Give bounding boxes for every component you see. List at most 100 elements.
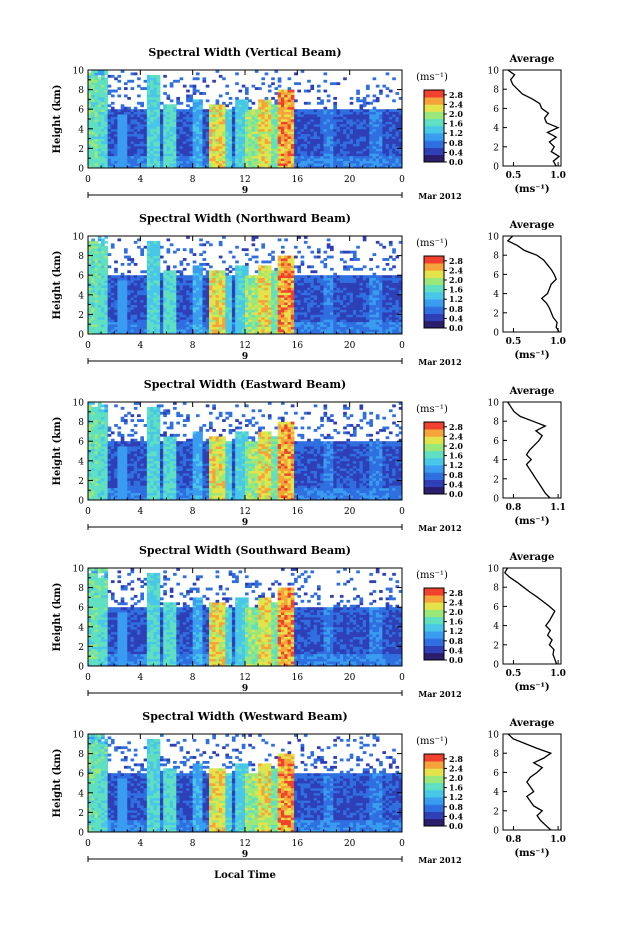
heatmap-cell <box>91 265 95 269</box>
heatmap-cell <box>300 121 305 125</box>
heatmap-cell <box>91 311 95 315</box>
heatmap-cell <box>287 114 292 117</box>
heatmap-cell <box>159 316 164 320</box>
heatmap-cell <box>179 285 184 288</box>
heatmap-cell <box>248 331 252 335</box>
heatmap-cell <box>88 153 92 157</box>
heatmap-cell <box>222 160 226 164</box>
heatmap-cell <box>166 307 171 310</box>
heatmap-cell <box>313 304 318 308</box>
heatmap-cell <box>316 109 321 113</box>
heatmap-cell <box>209 119 213 122</box>
heatmap-cell <box>163 163 167 166</box>
heatmap-cell <box>392 163 396 166</box>
heatmap-cell <box>143 163 148 166</box>
heatmap-cell <box>146 316 151 320</box>
heatmap-cell <box>336 114 341 117</box>
heatmap-cell <box>228 265 233 269</box>
heatmap-cell <box>104 136 109 139</box>
heatmap-cell <box>379 123 383 127</box>
heatmap-cell <box>199 99 203 103</box>
heatmap-cell <box>212 302 216 305</box>
heatmap-cell <box>245 116 249 120</box>
heatmap-cell <box>156 275 161 279</box>
heatmap-cell <box>212 292 216 296</box>
heatmap-cell <box>235 109 239 113</box>
heatmap-cell <box>215 309 220 313</box>
heatmap-cell <box>156 309 161 313</box>
heatmap-cell <box>173 277 177 281</box>
heatmap-cell <box>359 123 364 127</box>
heatmap-cell <box>146 141 151 144</box>
heatmap-cell <box>267 309 272 313</box>
heatmap-cell <box>222 155 226 159</box>
heatmap-cell <box>300 155 305 159</box>
heatmap-cell <box>251 84 256 88</box>
heatmap-cell <box>153 245 158 249</box>
heatmap-cell <box>127 145 131 149</box>
heatmap-cell <box>146 304 151 308</box>
heatmap-cell <box>192 148 197 152</box>
heatmap-cell <box>130 321 135 325</box>
heatmap-cell <box>120 133 125 137</box>
heatmap-cell <box>159 148 164 152</box>
heatmap-cell <box>356 145 360 149</box>
heatmap-cell <box>123 121 128 125</box>
heatmap-cell <box>261 116 266 120</box>
heatmap-cell <box>91 77 95 81</box>
heatmap-cell <box>215 143 220 147</box>
heatmap-cell <box>189 250 194 254</box>
heatmap-cell <box>366 143 370 147</box>
heatmap-cell <box>245 324 249 328</box>
heatmap-cell <box>297 133 301 137</box>
heatmap-cell <box>264 299 269 303</box>
heatmap-cell <box>169 106 174 110</box>
colorbar-swatch <box>424 138 444 140</box>
heatmap-cell <box>287 121 292 125</box>
heatmap-cell <box>385 128 390 132</box>
heatmap-cell <box>310 270 315 274</box>
heatmap-cell <box>356 116 360 120</box>
heatmap-cell <box>225 133 230 137</box>
heatmap-cell <box>228 294 233 298</box>
heatmap-cell <box>225 316 230 320</box>
heatmap-cell <box>143 326 148 330</box>
heatmap-cell <box>127 297 131 301</box>
heatmap-cell <box>379 165 383 169</box>
heatmap-cell <box>215 329 220 332</box>
heatmap-cell <box>209 282 213 286</box>
heatmap-cell <box>362 160 367 164</box>
heatmap-cell <box>120 131 125 135</box>
heatmap-cell <box>182 307 187 310</box>
heatmap-cell <box>212 270 216 274</box>
heatmap-cell <box>186 307 190 310</box>
heatmap-cell <box>189 155 194 159</box>
heatmap-cell <box>280 92 285 95</box>
heatmap-cell <box>287 307 292 310</box>
heatmap-cell <box>146 163 151 166</box>
heatmap-cell <box>235 294 239 298</box>
heatmap-cell <box>156 326 161 330</box>
heatmap-cell <box>110 307 115 310</box>
heatmap-cell <box>209 104 213 108</box>
heatmap-cell <box>287 289 292 293</box>
heatmap-cell <box>280 316 285 320</box>
heatmap-cell <box>143 111 148 115</box>
heatmap-cell <box>225 329 230 332</box>
heatmap-cell <box>346 150 351 154</box>
heatmap-cell <box>392 111 396 115</box>
heatmap-cell <box>133 145 138 149</box>
heatmap-cell <box>290 99 295 103</box>
heatmap-cell <box>241 267 246 271</box>
heatmap-cell <box>326 138 331 142</box>
heatmap-cell <box>297 302 301 305</box>
heatmap-cell <box>91 302 95 305</box>
heatmap-cell <box>274 87 279 90</box>
heatmap-cell <box>123 143 128 147</box>
heatmap-cell <box>307 101 311 105</box>
heatmap-cell <box>117 287 122 291</box>
heatmap-cell <box>228 96 233 100</box>
heatmap-cell <box>97 255 102 259</box>
date-label: Mar 2012 <box>418 191 461 201</box>
heatmap-cell <box>169 133 174 137</box>
